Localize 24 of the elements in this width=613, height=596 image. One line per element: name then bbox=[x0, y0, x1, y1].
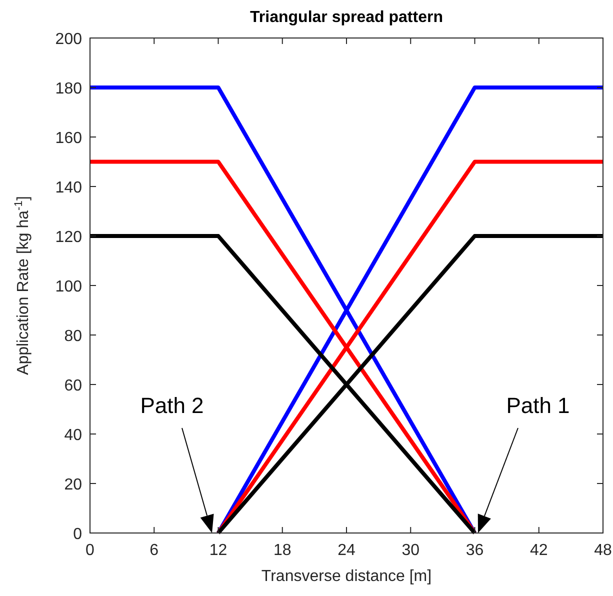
x-tick-label: 18 bbox=[273, 542, 292, 559]
x-tick-label: 30 bbox=[402, 542, 420, 559]
y-tick-label: 0 bbox=[73, 526, 82, 543]
y-tick-label: 40 bbox=[64, 427, 82, 444]
y-tick-label: 140 bbox=[55, 180, 82, 196]
y-tick-label: 120 bbox=[55, 229, 82, 246]
y-tick-label: 20 bbox=[64, 476, 82, 494]
annotation: Path 2 bbox=[140, 393, 204, 418]
y-tick-label: 60 bbox=[64, 378, 82, 394]
x-axis-title: Transverse distance [m] bbox=[261, 568, 432, 585]
x-tick-label: 0 bbox=[86, 542, 95, 559]
x-tick-label: 36 bbox=[466, 542, 484, 559]
y-tick-label: 80 bbox=[64, 328, 82, 345]
x-tick-label: 12 bbox=[209, 542, 228, 559]
y-tick-label: 100 bbox=[55, 278, 82, 296]
y-tick-label: 160 bbox=[55, 130, 82, 147]
y-tick-label: 180 bbox=[55, 80, 82, 98]
x-tick-label: 6 bbox=[150, 542, 159, 559]
annotation: Path 1 bbox=[506, 393, 570, 418]
x-tick-label: 42 bbox=[530, 542, 548, 559]
x-tick-label: 24 bbox=[338, 542, 356, 559]
chart-title: Triangular spread pattern bbox=[250, 9, 443, 26]
y-tick-label: 200 bbox=[55, 31, 82, 48]
x-tick-label: 48 bbox=[594, 542, 612, 559]
